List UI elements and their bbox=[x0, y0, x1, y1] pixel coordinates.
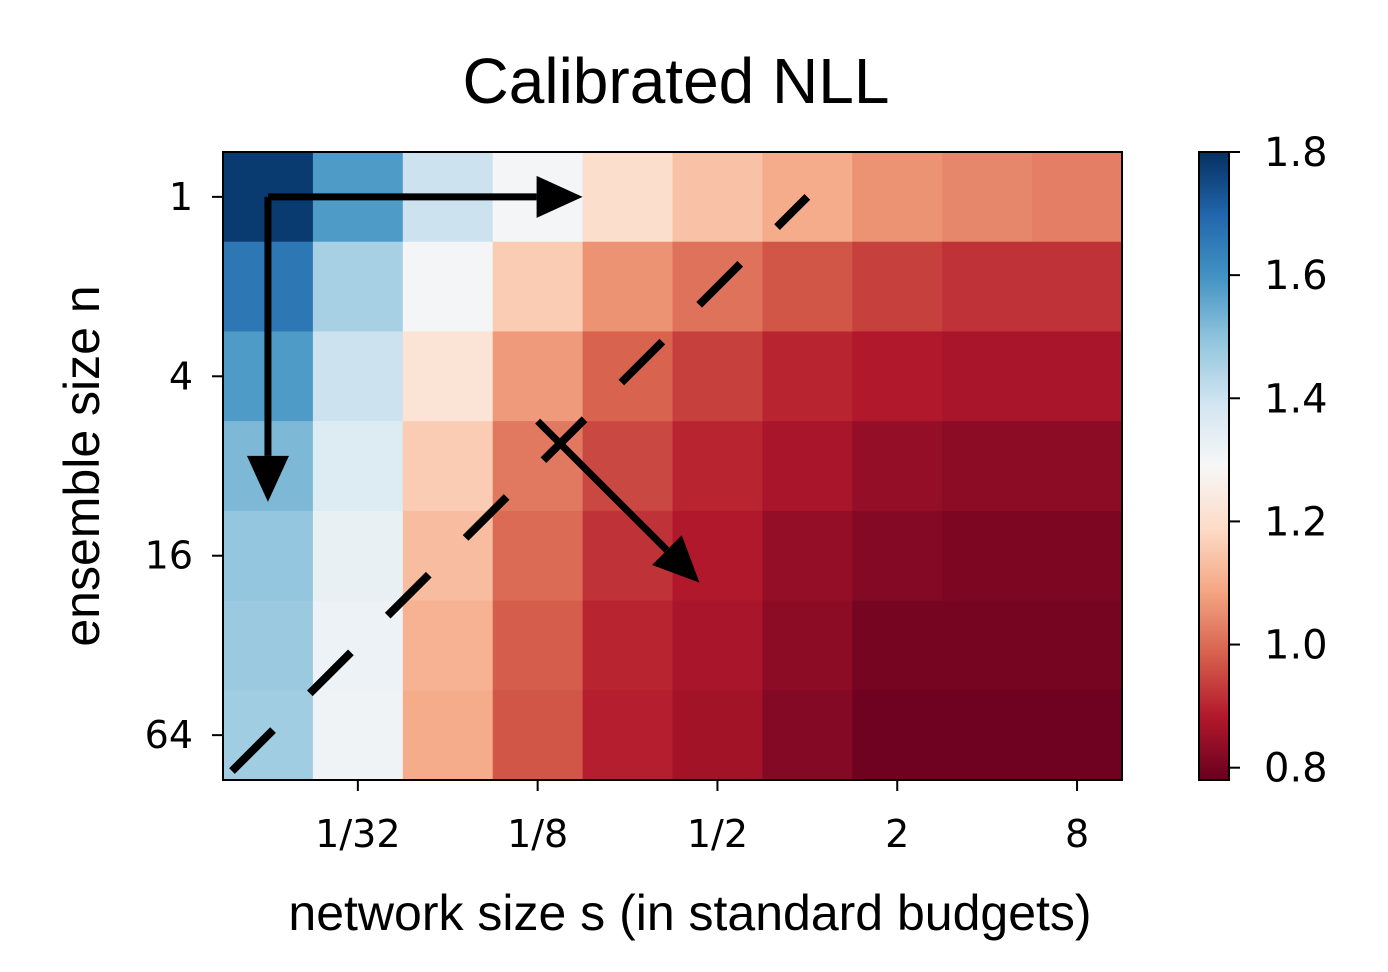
heatmap-cell bbox=[762, 241, 853, 333]
y-axis-label: ensemble size n bbox=[54, 285, 110, 646]
heatmap-cell bbox=[672, 421, 763, 512]
heatmap-cell bbox=[1032, 600, 1123, 691]
x-tick-label: 8 bbox=[1065, 812, 1089, 856]
arrow-head bbox=[536, 175, 583, 218]
colorbar-tick-label: 1.0 bbox=[1264, 623, 1328, 669]
heatmap-cell bbox=[762, 510, 853, 602]
heatmap-cell bbox=[942, 331, 1033, 422]
x-axis-label: network size s (in standard budgets) bbox=[288, 885, 1091, 941]
heatmap-cell bbox=[492, 510, 584, 602]
heatmap-cell bbox=[402, 600, 494, 691]
heatmap-cell bbox=[762, 421, 853, 512]
heatmap-cell bbox=[492, 600, 584, 691]
heatmap-cell bbox=[852, 152, 943, 243]
colorbar bbox=[1199, 152, 1229, 780]
heatmap-cell bbox=[852, 510, 943, 602]
heatmap-cell bbox=[942, 152, 1033, 243]
heatmap-cell bbox=[402, 690, 494, 781]
heatmap-cell bbox=[672, 331, 763, 422]
x-tick-label: 1/32 bbox=[315, 812, 400, 856]
colorbar-frame bbox=[1198, 151, 1230, 781]
colorbar-tick-label: 1.6 bbox=[1264, 253, 1328, 299]
heatmap-cell bbox=[223, 600, 314, 691]
x-tick-label: 2 bbox=[885, 812, 909, 856]
heatmap-cell bbox=[942, 690, 1033, 781]
heatmap-cell bbox=[1032, 690, 1123, 781]
y-tick-label: 4 bbox=[169, 354, 193, 398]
heatmap-cell bbox=[672, 600, 763, 691]
heatmap-cell bbox=[1032, 510, 1123, 602]
heatmap-cell bbox=[582, 600, 674, 691]
colorbar-tick-label: 1.2 bbox=[1264, 499, 1328, 545]
heatmap-cell bbox=[492, 690, 584, 781]
heatmap-cells bbox=[223, 152, 1123, 781]
heatmap-cell bbox=[762, 152, 853, 243]
heatmap-cell bbox=[942, 421, 1033, 512]
colorbar-tick-label: 0.8 bbox=[1264, 746, 1328, 792]
y-tick-label: 16 bbox=[145, 534, 193, 578]
heatmap-cell bbox=[1032, 152, 1123, 243]
plot-frame bbox=[222, 151, 1123, 781]
heatmap-cell bbox=[852, 331, 943, 422]
y-tick-label: 64 bbox=[145, 713, 193, 757]
heatmap-cell bbox=[312, 331, 404, 422]
heatmap-cell bbox=[582, 152, 674, 243]
heatmap-cell bbox=[1032, 241, 1123, 333]
x-tick-label: 1/2 bbox=[687, 812, 748, 856]
heatmap-cell bbox=[942, 510, 1033, 602]
heatmap-cell bbox=[492, 331, 584, 422]
heatmap-cell bbox=[762, 331, 853, 422]
heatmap-cell bbox=[852, 600, 943, 691]
heatmap-cell bbox=[582, 241, 674, 333]
heatmap-cell bbox=[582, 690, 674, 781]
heatmap-cell bbox=[762, 600, 853, 691]
heatmap-cell bbox=[852, 690, 943, 781]
heatmap-cell bbox=[312, 421, 404, 512]
heatmap-cell bbox=[1032, 421, 1123, 512]
heatmap-cell bbox=[852, 421, 943, 512]
x-axis-ticks: 1/32 1/8 1/2 2 8 bbox=[315, 780, 1089, 856]
annotation-overlay bbox=[229, 175, 811, 774]
chart-title: Calibrated NLL bbox=[463, 45, 890, 117]
heatmap-cell bbox=[402, 331, 494, 422]
heatmap-cell bbox=[582, 421, 674, 512]
heatmap-cell bbox=[312, 510, 404, 602]
colorbar-tick-label: 1.4 bbox=[1264, 376, 1328, 422]
arrow-head bbox=[246, 455, 289, 502]
heatmap-cell bbox=[942, 600, 1033, 691]
arrow-head bbox=[652, 535, 700, 583]
dashed-diagonal-line bbox=[229, 194, 811, 774]
heatmap-cell bbox=[312, 690, 404, 781]
heatmap-cell bbox=[312, 241, 404, 333]
heatmap-cell bbox=[402, 241, 494, 333]
heatmap-cell bbox=[582, 510, 674, 602]
y-tick-label: 1 bbox=[169, 175, 193, 219]
heatmap-cell bbox=[492, 241, 584, 333]
y-axis-ticks: 1 4 16 64 bbox=[145, 175, 223, 757]
colorbar-ticks: 0.8 1.0 1.2 1.4 1.6 1.8 bbox=[1229, 130, 1328, 792]
heatmap-cell bbox=[672, 690, 763, 781]
heatmap-cell bbox=[762, 690, 853, 781]
heatmap-cell bbox=[672, 152, 763, 243]
heatmap-cell bbox=[223, 510, 314, 602]
heatmap-cell bbox=[1032, 331, 1123, 422]
heatmap-cell bbox=[852, 241, 943, 333]
colorbar-tick-label: 1.8 bbox=[1264, 130, 1328, 176]
heatmap-cell bbox=[942, 241, 1033, 333]
heatmap-cell bbox=[402, 421, 494, 512]
x-tick-label: 1/8 bbox=[507, 812, 568, 856]
